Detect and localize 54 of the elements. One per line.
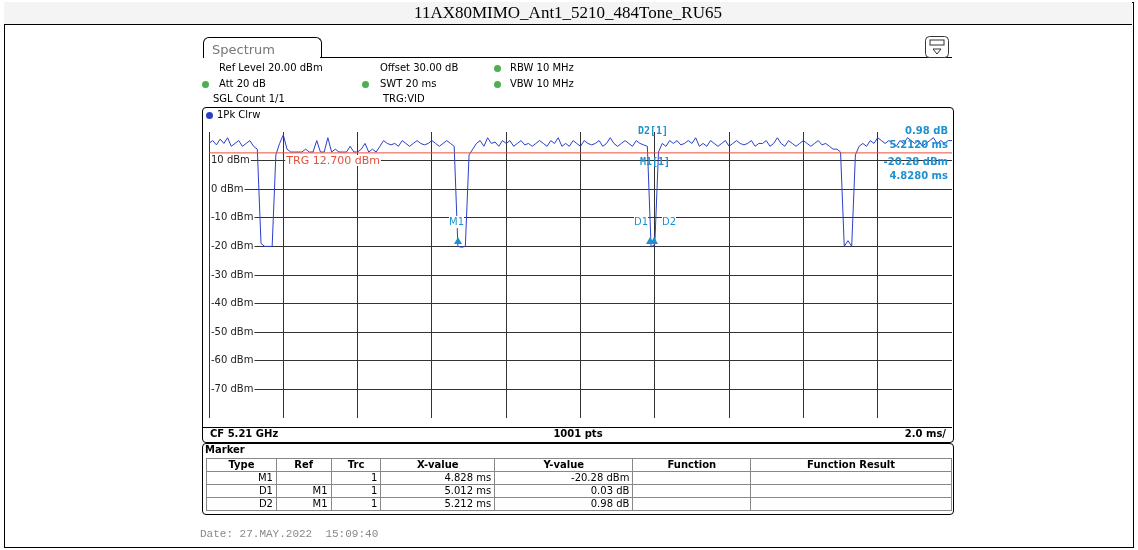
text: 1 (331, 484, 381, 498)
text: D2 (206, 497, 277, 511)
text: X-value (380, 458, 495, 472)
text: 0.03 dB (494, 484, 633, 498)
text: 2.0 ms/ (904, 428, 946, 440)
y-tick-label: -50 dBm (211, 325, 254, 337)
annotation: 0.98 dB (905, 125, 948, 137)
text: D1 (206, 484, 277, 498)
text: 1 (331, 497, 381, 511)
annotation: M1 (449, 216, 464, 228)
text: M1 (276, 497, 332, 511)
y-tick-label: -40 dBm (211, 297, 254, 309)
annotation: D2 (662, 216, 677, 228)
y-tick-label: 0 dBm (211, 182, 244, 194)
ref-line-label: TRG 12.700 dBm (285, 153, 380, 167)
text: 1Pk Clrw (217, 109, 261, 121)
text: M1 (276, 484, 332, 498)
text: 0.98 dB (494, 497, 633, 511)
text: M1 (206, 471, 277, 485)
y-tick-label: -70 dBm (211, 382, 254, 394)
text: Marker (205, 444, 245, 456)
text: Trc (331, 458, 381, 472)
text: Type (206, 458, 277, 472)
text: RBW 10 MHz (510, 62, 574, 74)
annotation: 4.8280 ms (889, 170, 948, 182)
text: Function (632, 458, 751, 472)
text: CF 5.21 GHz (210, 428, 279, 440)
annotation: D1 (634, 216, 649, 228)
y-tick-label: -20 dBm (211, 239, 254, 251)
text: 1 (331, 471, 381, 485)
text: TRG:VID (383, 93, 425, 105)
text: -20.28 dBm (494, 471, 633, 485)
y-tick-label: -60 dBm (211, 354, 254, 366)
text: Spectrum (212, 42, 275, 57)
text: 4.828 ms (380, 471, 495, 485)
text: Ref (276, 458, 332, 472)
annotation: D2[1] (638, 125, 669, 137)
text: SWT 20 ms (380, 78, 437, 90)
text: Y-value (494, 458, 633, 472)
text: Date: 27.MAY.2022 15:09:40 (200, 528, 379, 541)
text: 1001 pts (553, 428, 603, 440)
y-tick-label: -30 dBm (211, 268, 254, 280)
text: 5.012 ms (380, 484, 495, 498)
text: SGL Count 1/1 (213, 93, 285, 105)
y-tick-label: 10 dBm (211, 154, 250, 166)
text: Offset 30.00 dB (380, 62, 459, 74)
text: 5.212 ms (380, 497, 495, 511)
text: Function Result (750, 458, 952, 472)
annotation: 5.2120 ms (889, 139, 948, 151)
text: Att 20 dB (219, 78, 266, 90)
chart-title: 11AX80MIMO_Ant1_5210_484Tone_RU65 (4, 2, 1132, 25)
text: VBW 10 MHz (510, 78, 574, 90)
text: Ref Level 20.00 dBm (219, 62, 323, 74)
y-tick-label: -10 dBm (211, 211, 254, 223)
